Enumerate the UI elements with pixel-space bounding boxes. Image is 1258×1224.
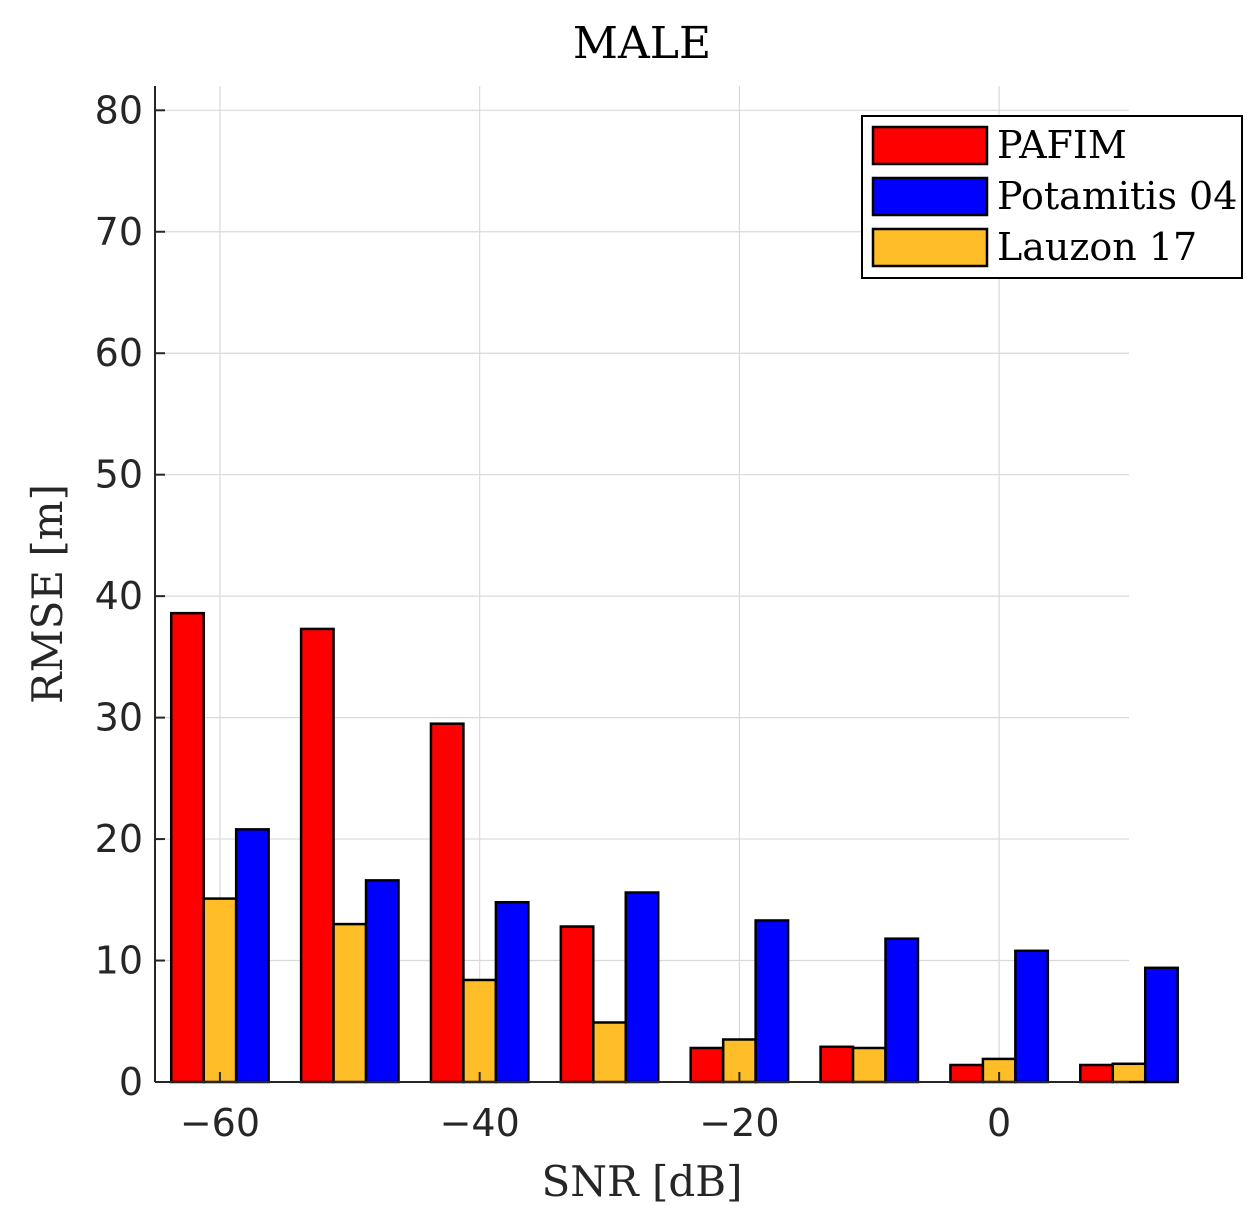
y-tick-label: 60	[95, 331, 143, 375]
y-tick-label: 50	[95, 453, 143, 497]
y-tick-label: 20	[95, 817, 143, 861]
y-tick-label: 80	[95, 88, 143, 132]
bar-pafim	[299, 627, 335, 1084]
y-tick-label: 40	[95, 574, 143, 618]
x-tick-label: 0	[987, 1101, 1011, 1145]
x-axis-label: SNR [dB]	[541, 1157, 742, 1206]
x-tick-label: −40	[440, 1101, 520, 1145]
y-axis-label: RMSE [m]	[23, 484, 72, 704]
bar-potamitis-04	[624, 891, 660, 1084]
bar-lauzon-17	[462, 978, 498, 1084]
bar-pafim	[1079, 1063, 1115, 1084]
bar-potamitis-04	[884, 937, 920, 1084]
bar-lauzon-17	[592, 1021, 628, 1084]
y-tick-label: 30	[95, 696, 143, 740]
bar-lauzon-17	[1111, 1062, 1147, 1084]
x-tick-label: −60	[180, 1101, 260, 1145]
chart-title: MALE	[573, 18, 711, 69]
y-tick-label: 0	[119, 1060, 143, 1104]
bar-potamitis-04	[1143, 966, 1179, 1084]
bars	[169, 611, 1179, 1084]
bar-pafim	[949, 1063, 985, 1084]
bar-potamitis-04	[364, 879, 400, 1084]
legend-label: Lauzon 17	[997, 225, 1197, 269]
bar-pafim	[429, 722, 465, 1084]
legend: PAFIM Potamitis 04 Lauzon 17	[861, 115, 1243, 279]
bar-potamitis-04	[1014, 949, 1050, 1084]
legend-label: Potamitis 04	[997, 174, 1237, 218]
y-tick-label: 70	[95, 210, 143, 254]
bar-potamitis-04	[494, 900, 530, 1084]
bar-lauzon-17	[332, 922, 368, 1084]
bar-pafim	[169, 611, 205, 1084]
bar-lauzon-17	[851, 1046, 887, 1084]
x-tick-label: −20	[699, 1101, 779, 1145]
y-tick-label: 10	[95, 939, 143, 983]
bar-potamitis-04	[234, 828, 270, 1084]
bar-pafim	[689, 1046, 725, 1084]
bar-lauzon-17	[202, 897, 238, 1084]
tick-labels: 0 10 20 30 40 50 60 70 80 −60 −40 −20 0	[95, 88, 1012, 1145]
legend-swatch	[871, 176, 989, 217]
axes	[154, 86, 1129, 1083]
legend-swatch	[871, 227, 989, 268]
bar-potamitis-04	[754, 919, 790, 1084]
bar-pafim	[559, 925, 595, 1084]
bar-pafim	[819, 1045, 855, 1084]
legend-label: PAFIM	[997, 123, 1127, 167]
legend-swatch	[871, 125, 989, 166]
